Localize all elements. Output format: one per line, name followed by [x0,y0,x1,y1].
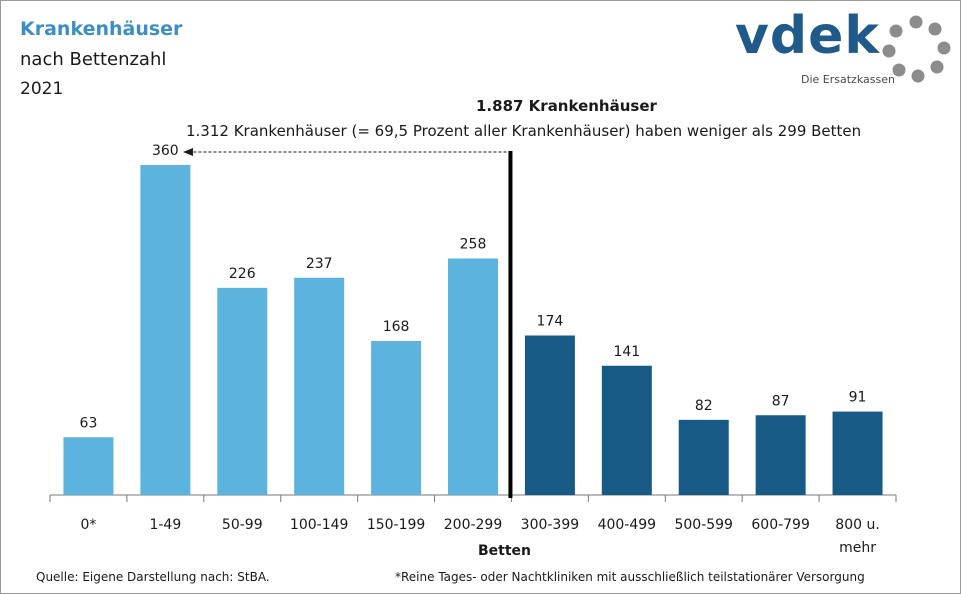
x-tick-label: 800 u. [835,517,880,533]
value-label: 82 [695,398,713,414]
x-axis-title: Betten [478,543,532,559]
value-label: 258 [460,237,487,253]
bar-200-299 [448,258,498,495]
chart-title: Krankenhäuser [20,18,183,40]
value-label: 168 [383,319,410,335]
x-tick-label: mehr [839,540,876,556]
x-tick-label: 50-99 [222,517,263,533]
x-tick-label: 200-299 [444,517,503,533]
vdek-logo: vdek Die Ersatzkassen [735,6,955,92]
source-note: Quelle: Eigene Darstellung nach: StBA. [36,570,270,584]
bar-800 u. mehr [832,411,883,495]
bar-1-49 [140,165,191,495]
bar-0* [63,437,114,495]
value-label: 237 [306,256,333,272]
x-tick-label: 300-399 [521,517,580,533]
value-label: 87 [772,393,790,409]
arrow-head-icon [183,148,193,156]
bar-300-399 [524,335,575,495]
bar-500-599 [678,419,729,495]
share-annotation: 1.312 Krankenhäuser (= 69,5 Prozent alle… [186,122,862,140]
total-annotation: 1.887 Krankenhäuser [476,97,657,115]
value-label: 63 [80,415,98,431]
chart-year: 2021 [20,79,64,99]
x-tick-label: 100-149 [290,517,349,533]
x-tick-label: 150-199 [367,517,426,533]
bar-400-499 [601,365,652,495]
bar-50-99 [217,287,268,495]
value-label: 360 [152,143,179,159]
logo-wordmark: vdek [735,6,880,66]
value-label: 141 [613,344,640,360]
x-tick-label: 0* [80,517,96,533]
value-label: 226 [229,266,256,282]
logo-ring-icon [882,15,951,83]
x-tick-label: 500-599 [674,517,733,533]
bar-150-199 [371,341,422,495]
value-label: 174 [537,314,564,330]
logo-tagline: Die Ersatzkassen [801,73,895,86]
footnote: *Reine Tages- oder Nachtkliniken mit aus… [395,570,865,584]
x-tick-label: 1-49 [149,517,181,533]
value-label: 91 [849,390,867,406]
bar-100-149 [294,277,345,495]
bar-600-799 [755,415,806,495]
x-tick-label: 600-799 [751,517,810,533]
chart-subtitle: nach Bettenzahl [20,49,167,70]
x-tick-label: 400-499 [598,517,657,533]
